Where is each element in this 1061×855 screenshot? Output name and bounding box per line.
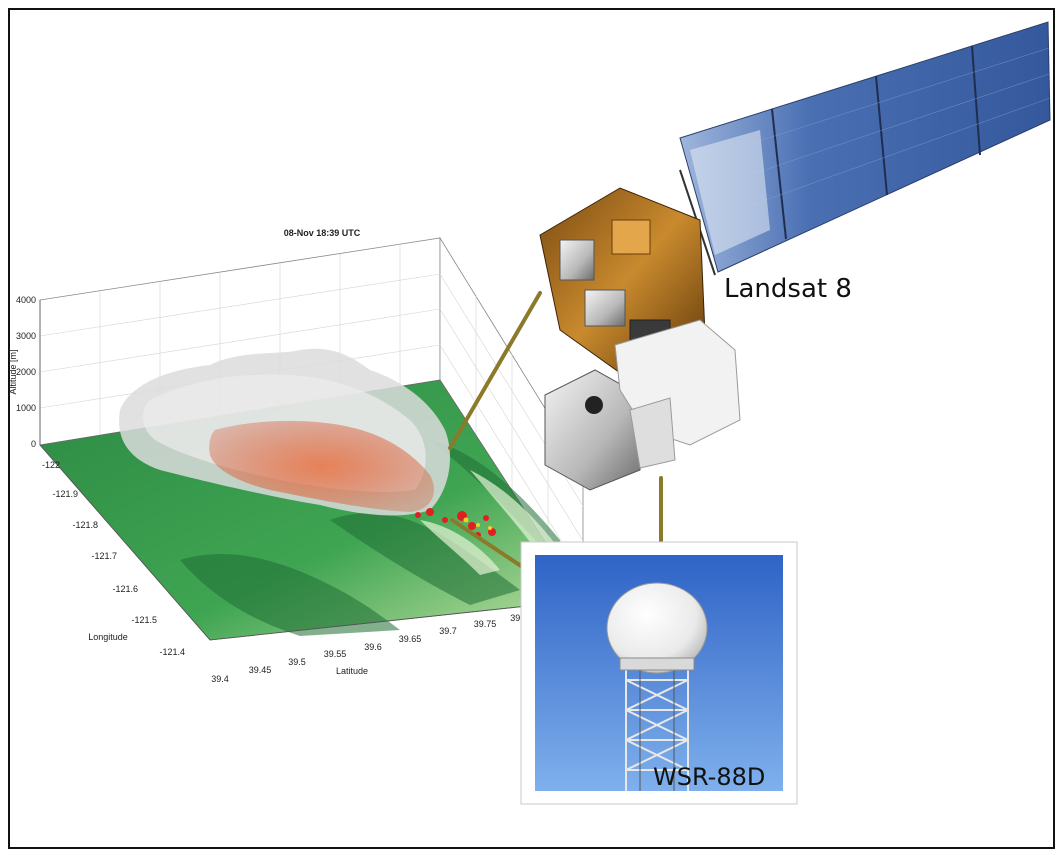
longitude-axis-line (39, 444, 211, 641)
lat-tick-label: 39.6 (364, 642, 382, 652)
z-axis-label: Altitude [m] (8, 349, 18, 394)
figure-border (8, 8, 1055, 849)
satellite-to-plume-connector (448, 291, 542, 450)
solar-array-seams (771, 45, 981, 240)
lon-tick-label: -121.5 (131, 615, 157, 625)
radome-dome (606, 582, 708, 674)
latitude-axis-label: Latitude (336, 666, 368, 676)
terrain-ridges (180, 440, 560, 636)
solar-array-glare (690, 130, 770, 255)
lon-tick-label: -121.7 (91, 551, 117, 561)
solar-array (679, 21, 1051, 273)
lon-tick-label: -121.4 (159, 647, 185, 657)
lat-tick-label: 39.7 (439, 626, 457, 636)
operational-land-imager (544, 369, 641, 491)
instrument-box (559, 239, 595, 281)
fire-heat-core (209, 420, 434, 512)
lon-tick-label: -121.8 (72, 520, 98, 530)
lat-tick-label: 39.4 (211, 674, 229, 684)
z-axis-ticks: 4000 3000 2000 1000 0 (16, 295, 36, 449)
z-tick-label: 1000 (16, 403, 36, 413)
radar-label: WSR-88D (653, 763, 765, 791)
lon-tick-label: -121.9 (52, 489, 78, 499)
instrument-panel (611, 219, 651, 255)
tower-shadow-struts (639, 665, 675, 791)
lat-tick-label: 39.65 (399, 634, 422, 644)
lat-tick-label: 39.55 (324, 649, 347, 659)
z-tick-label: 3000 (16, 331, 36, 341)
lon-tick-label: -122 (42, 460, 60, 470)
landsat-8-satellite (539, 21, 1051, 491)
z-tick-label: 0 (31, 439, 36, 449)
longitude-axis-label: Longitude (88, 632, 128, 642)
lat-tick-label: 39.8 (510, 613, 528, 623)
radar-tower (625, 665, 689, 791)
z-tick-label: 4000 (16, 295, 36, 305)
latitude-axis-ticks: 39.4 39.45 39.5 39.55 39.6 39.65 39.7 39… (211, 613, 528, 684)
sensor-radiator (629, 397, 676, 469)
z-tick-label: 2000 (16, 367, 36, 377)
satellite-label: Landsat 8 (724, 274, 852, 304)
instrument-box (584, 289, 626, 327)
smoke-plume-3d-plot: 08-Nov 18:39 UTC (8, 228, 584, 684)
radar-photo (520, 541, 798, 805)
plot-title: 08-Nov 18:39 UTC (284, 228, 361, 238)
lat-tick-label: 39.45 (249, 665, 272, 675)
longitude-axis-ticks: -122 -121.9 -121.8 -121.7 -121.6 -121.5 … (42, 460, 185, 657)
lat-tick-label: 39.5 (288, 657, 306, 667)
lon-tick-label: -121.6 (112, 584, 138, 594)
sensor-aperture (585, 396, 603, 414)
lat-tick-label: 39.75 (474, 619, 497, 629)
radome-base (619, 657, 695, 671)
active-fire-hotspots (463, 517, 492, 530)
